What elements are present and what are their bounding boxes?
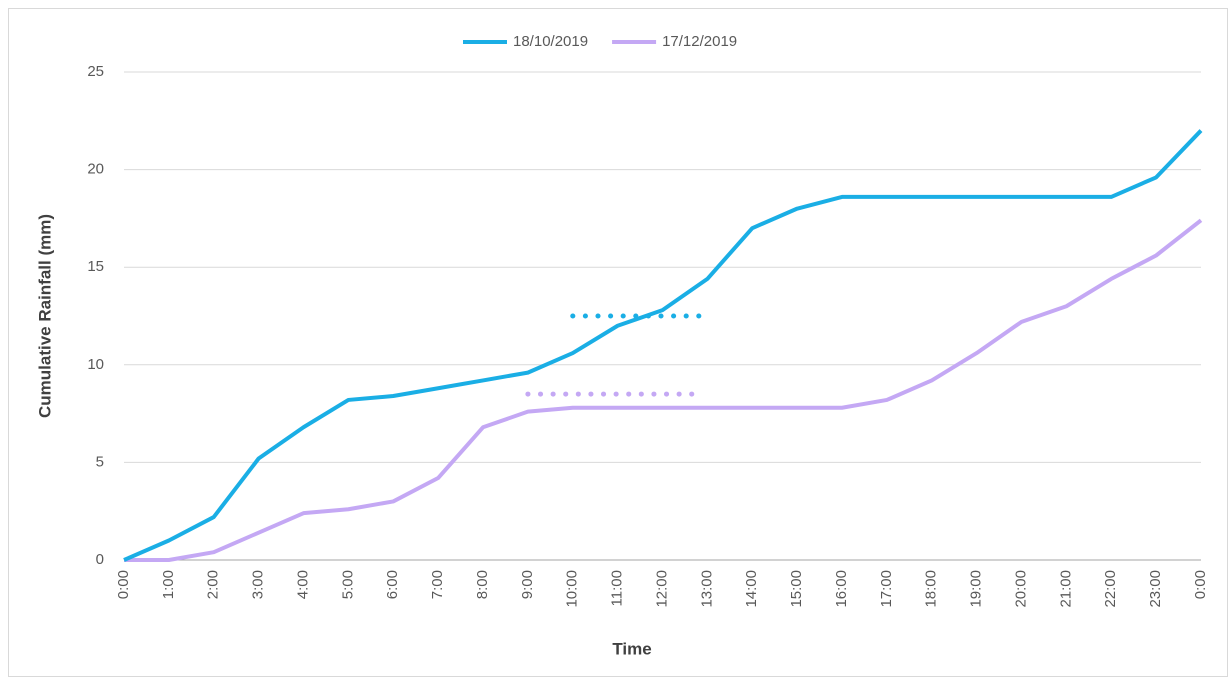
- legend-label: 17/12/2019: [662, 33, 737, 50]
- x-tick-label: 1:00: [160, 570, 177, 599]
- y-tick-label: 20: [87, 161, 104, 178]
- x-tick-label: 17:00: [878, 570, 895, 608]
- chart-border: [8, 8, 1228, 677]
- series-line: [123, 129, 1203, 562]
- x-tick-label: 13:00: [698, 570, 715, 608]
- x-tick-label: 20:00: [1012, 570, 1029, 608]
- x-tick-label: 7:00: [429, 570, 446, 599]
- y-tick-label: 25: [87, 63, 104, 80]
- x-tick-label: 22:00: [1102, 570, 1119, 608]
- x-tick-label: 2:00: [205, 570, 222, 599]
- x-tick-label: 6:00: [384, 570, 401, 599]
- y-tick-label: 5: [96, 453, 104, 470]
- x-tick-label: 0:00: [115, 570, 132, 599]
- x-tick-label: 18:00: [923, 570, 940, 608]
- y-axis-title: Cumulative Rainfall (mm): [35, 214, 54, 418]
- y-tick-label: 10: [87, 356, 104, 373]
- x-tick-label: 19:00: [968, 570, 985, 608]
- x-tick-label: 23:00: [1147, 570, 1164, 608]
- x-tick-label: 11:00: [609, 570, 626, 606]
- x-tick-label: 21:00: [1057, 570, 1074, 608]
- x-tick-label: 4:00: [294, 570, 311, 599]
- x-tick-label: 9:00: [519, 570, 536, 599]
- x-tick-label: 14:00: [743, 570, 760, 608]
- x-tick-label: 0:00: [1192, 570, 1209, 599]
- x-tick-label: 12:00: [653, 570, 670, 608]
- x-tick-label: 10:00: [564, 570, 581, 608]
- x-tick-label: 3:00: [250, 570, 267, 599]
- y-tick-label: 0: [96, 551, 104, 568]
- x-tick-label: 16:00: [833, 570, 850, 608]
- series-line: [124, 218, 1203, 562]
- x-tick-label: 15:00: [788, 570, 805, 608]
- x-tick-label: 8:00: [474, 570, 491, 599]
- y-tick-label: 15: [87, 258, 104, 275]
- legend-label: 18/10/2019: [513, 33, 588, 50]
- x-tick-label: 5:00: [339, 570, 356, 599]
- x-axis-title: Time: [612, 639, 651, 658]
